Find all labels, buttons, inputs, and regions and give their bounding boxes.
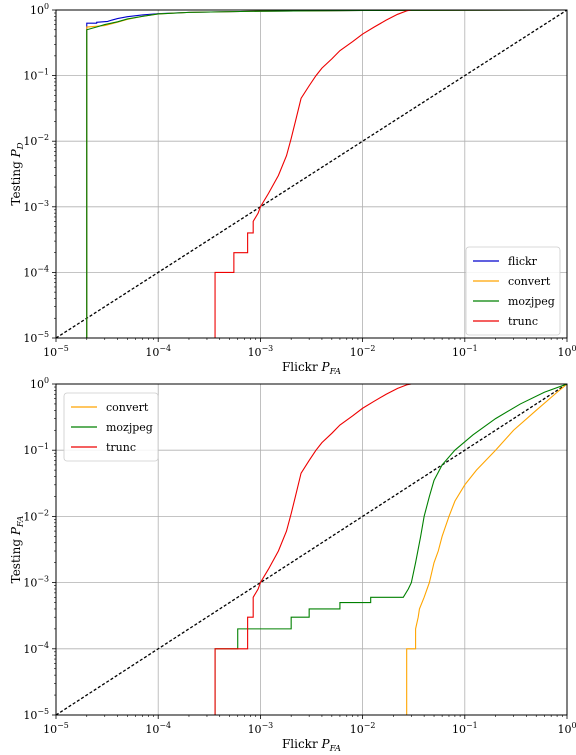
legend-label-mozjpeg: mozjpeg <box>106 421 153 434</box>
x-tick-label: 10−1 <box>452 721 478 736</box>
x-tick-label: 10−4 <box>145 721 171 736</box>
x-tick-label: 10−2 <box>350 721 376 736</box>
y-tick-label: 10−2 <box>23 133 49 148</box>
x-tick-label: 10−2 <box>350 344 376 359</box>
x-axis-label: Flickr PFA <box>282 360 341 377</box>
x-axis-label: Flickr PFA <box>282 737 341 754</box>
legend-label-trunc: trunc <box>508 315 538 328</box>
series-line-mozjpeg <box>214 384 567 715</box>
plot-frame <box>55 9 568 339</box>
series-line-trunc <box>214 384 567 715</box>
y-tick-label: 10−1 <box>23 68 49 83</box>
y-axis-label: Testing PFA <box>9 516 26 584</box>
x-tick-label: 10−3 <box>248 721 274 736</box>
legend-label-flickr: flickr <box>508 255 538 268</box>
legend-label-mozjpeg: mozjpeg <box>508 295 555 308</box>
legend-label-convert: convert <box>508 275 551 288</box>
y-tick-label: 10−1 <box>23 442 49 457</box>
y-tick-label: 100 <box>30 376 49 391</box>
x-tick-label: 100 <box>557 344 576 359</box>
series-line-trunc <box>214 10 567 338</box>
legend-label-trunc: trunc <box>106 441 136 454</box>
x-tick-label: 10−4 <box>145 344 171 359</box>
chance-diagonal <box>56 384 567 715</box>
legend-box <box>63 392 159 462</box>
legend: convert mozjpeg trunc <box>63 392 159 462</box>
series-line-convert <box>406 384 567 715</box>
y-tick-label: 10−5 <box>23 707 49 722</box>
x-tick-label: 10−5 <box>43 344 69 359</box>
x-tick-label: 10−1 <box>452 344 478 359</box>
x-tick-label: 10−3 <box>248 344 274 359</box>
chart-1: 10−5 10−4 10−3 10−2 10−1 100 10−5 10−4 10−3 10−2 1… <box>9 2 576 377</box>
x-tick-label: 10−5 <box>43 721 69 736</box>
plot-frame <box>55 383 568 716</box>
y-tick-label: 10−3 <box>23 575 49 590</box>
legend-label-convert: convert <box>106 401 149 414</box>
y-tick-label: 10−4 <box>23 264 49 279</box>
y-axis-label: Testing PD <box>9 142 26 205</box>
y-tick-label: 10−3 <box>23 199 49 214</box>
legend: flickr convert mozjpeg trunc <box>465 246 561 336</box>
chart-2: 10−5 10−4 10−3 10−2 10−1 100 10−5 10−4 10−3 10−2 1… <box>9 376 576 754</box>
y-tick-label: 10−2 <box>23 508 49 523</box>
chance-diagonal <box>56 10 567 338</box>
y-tick-label: 10−5 <box>23 330 49 345</box>
legend-box <box>465 246 561 336</box>
x-tick-label: 100 <box>557 721 576 736</box>
y-tick-label: 10−4 <box>23 641 49 656</box>
series-line-mozjpeg <box>86 10 567 338</box>
y-tick-label: 100 <box>30 2 49 17</box>
